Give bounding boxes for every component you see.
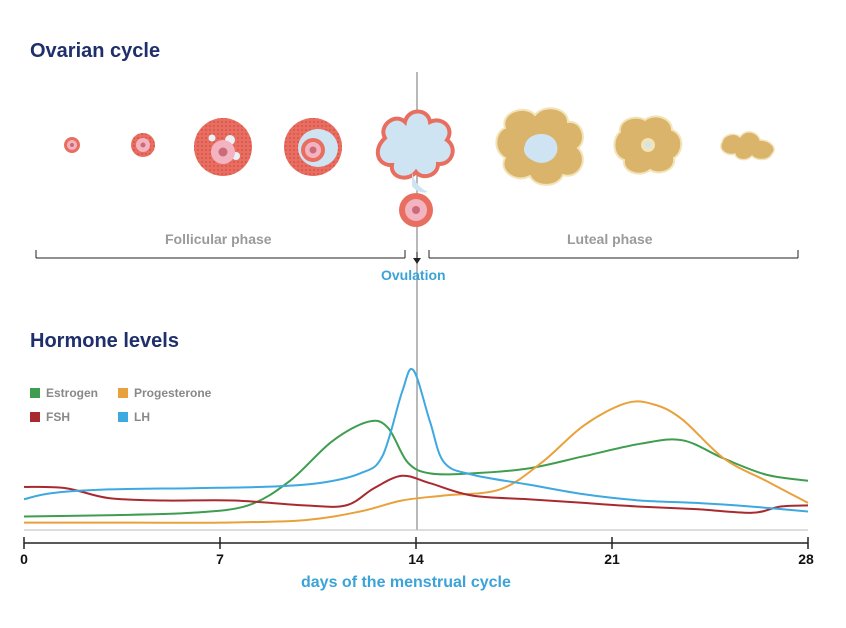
fsh-series-line bbox=[23, 474, 809, 514]
x-axis-ticks bbox=[23, 537, 809, 549]
chart-legend: Estrogen Progesterone FSH LH bbox=[30, 386, 250, 432]
legend-item-lh: LH bbox=[118, 410, 150, 424]
ovarian-cycle-title: Ovarian cycle bbox=[30, 40, 161, 62]
follicular-phase-label: Follicular phase bbox=[165, 231, 272, 247]
regressing-corpus-luteum-icon bbox=[613, 115, 683, 175]
lh-swatch bbox=[118, 412, 128, 422]
legend-label-progesterone: Progesterone bbox=[134, 386, 212, 400]
legend-label-estrogen: Estrogen bbox=[46, 386, 99, 400]
x-tick-label: 14 bbox=[408, 551, 424, 567]
legend-label-fsh: FSH bbox=[46, 410, 70, 424]
estrogen-swatch bbox=[30, 388, 40, 398]
legend-item-estrogen: Estrogen bbox=[30, 386, 98, 400]
primordial-follicle-icon bbox=[64, 137, 80, 153]
antral-follicle-icon bbox=[284, 118, 342, 176]
luteal-phase-bracket bbox=[428, 250, 799, 259]
legend-item-fsh: FSH bbox=[30, 410, 70, 424]
fsh-swatch bbox=[30, 412, 40, 422]
hormone-levels-title: Hormone levels bbox=[30, 330, 179, 352]
ovulating-follicle-icon bbox=[375, 109, 455, 227]
luteal-phase-label: Luteal phase bbox=[567, 231, 653, 247]
x-tick-label: 28 bbox=[798, 551, 814, 567]
secondary-follicle-icon bbox=[194, 118, 252, 176]
follicular-phase-bracket bbox=[35, 250, 406, 259]
ovulation-arrow-icon bbox=[413, 252, 421, 264]
x-axis-title: days of the menstrual cycle bbox=[301, 574, 511, 591]
legend-item-progesterone: Progesterone bbox=[118, 386, 211, 400]
progesterone-series-line bbox=[23, 400, 809, 524]
hormone-series bbox=[23, 367, 809, 524]
primary-follicle-icon bbox=[131, 133, 155, 157]
x-tick-label: 7 bbox=[216, 551, 224, 567]
ovulation-label: Ovulation bbox=[381, 267, 446, 283]
x-tick-label: 21 bbox=[604, 551, 620, 567]
corpus-albicans-icon bbox=[720, 131, 775, 161]
estrogen-series-line bbox=[23, 419, 809, 518]
progesterone-swatch bbox=[118, 388, 128, 398]
lh-series-line bbox=[23, 367, 809, 513]
corpus-luteum-icon bbox=[495, 107, 584, 186]
x-tick-label: 0 bbox=[20, 551, 28, 567]
legend-label-lh: LH bbox=[134, 410, 150, 424]
